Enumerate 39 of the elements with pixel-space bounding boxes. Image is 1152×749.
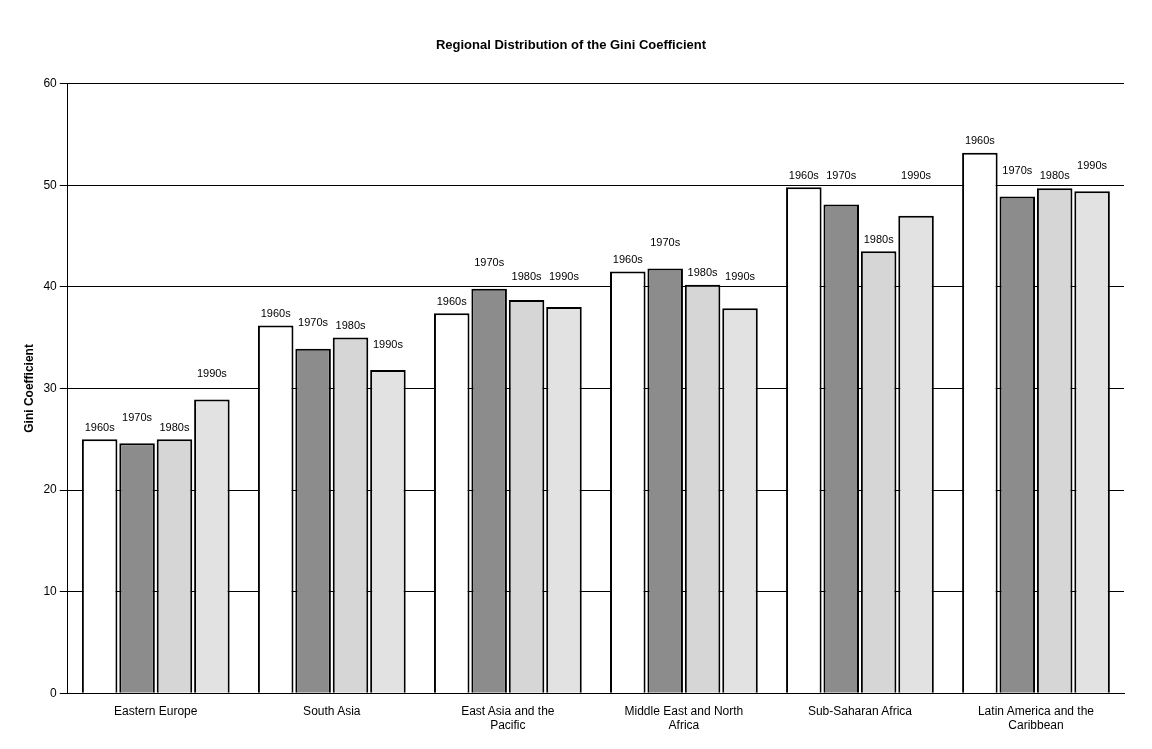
text: 1990s <box>901 168 932 181</box>
y-tick-label: 30 <box>43 380 58 395</box>
series-label: 1980s <box>159 420 190 433</box>
text: 1980s <box>1039 168 1070 181</box>
x-tick-label: South Asia <box>303 703 361 718</box>
y-tick-label: 20 <box>43 482 58 497</box>
text: 1980s <box>687 266 718 279</box>
text: 1980s <box>863 232 894 245</box>
x-tick-label: Eastern Europe <box>114 703 198 718</box>
text: 1990s <box>372 337 403 350</box>
text: 1970s <box>650 236 681 249</box>
y-axis-title: Gini Coefficient <box>21 344 36 433</box>
text: 1990s <box>725 270 755 283</box>
text: 1960s <box>612 253 643 266</box>
text: 1980s <box>335 319 366 332</box>
chart-title: Regional Distribution of the Gini Coefficient <box>435 37 707 53</box>
x-tick-label: East Asia and the Pacific <box>461 703 555 733</box>
text: 1960s <box>964 134 995 147</box>
text: 1960s <box>788 168 819 181</box>
series-label: 1960s <box>84 420 116 433</box>
text: 1980s <box>511 270 542 283</box>
text: 1970s <box>122 410 153 423</box>
text: 1990s <box>548 270 579 283</box>
x-tick-label: Middle East and North Africa <box>624 703 744 733</box>
y-tick-label: 60 <box>43 75 58 90</box>
text: 1990s <box>196 367 228 380</box>
text: 1970s <box>474 256 505 269</box>
y-tick-label: 40 <box>43 279 58 294</box>
text: 1960s <box>260 306 291 319</box>
text: 1990s <box>1077 158 1108 171</box>
y-tick-label: 0 <box>50 685 58 700</box>
text: 1970s <box>826 168 857 181</box>
x-tick-label: Sub-Saharan Africa <box>807 703 913 718</box>
y-tick-label: 10 <box>43 583 58 598</box>
text: 1970s <box>298 316 329 329</box>
y-tick-label: 50 <box>43 177 58 192</box>
text: 1960s <box>436 294 467 307</box>
x-tick-label: Latin America and the Caribbean <box>977 703 1095 733</box>
text: 1970s <box>1002 163 1033 176</box>
